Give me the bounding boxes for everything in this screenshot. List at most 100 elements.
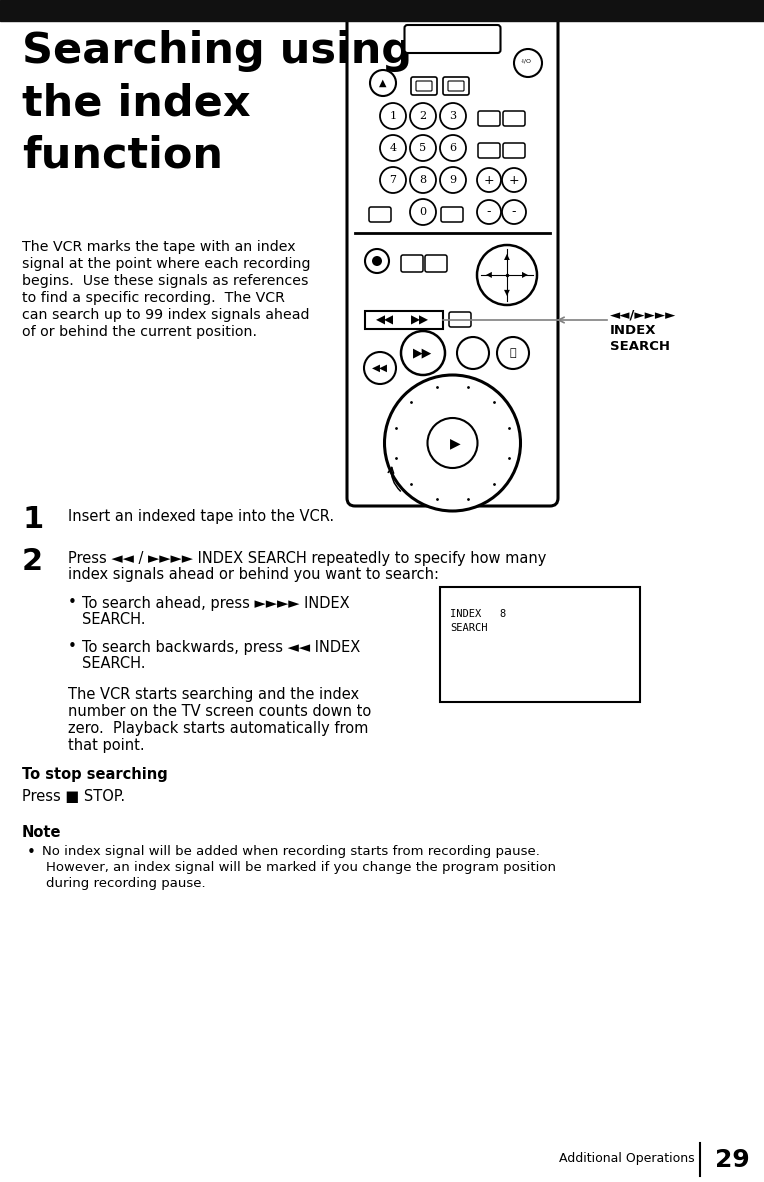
Text: 2: 2 <box>22 547 43 576</box>
Text: 3: 3 <box>449 111 457 121</box>
Circle shape <box>365 249 389 273</box>
Bar <box>365 311 443 329</box>
Text: of or behind the current position.: of or behind the current position. <box>22 325 257 339</box>
Text: However, an index signal will be marked if you change the program position: However, an index signal will be marked … <box>46 860 556 873</box>
Text: SEARCH: SEARCH <box>610 340 670 353</box>
Circle shape <box>380 103 406 129</box>
Text: ▶: ▶ <box>450 436 461 450</box>
Text: •: • <box>68 639 77 654</box>
Circle shape <box>410 135 436 161</box>
Text: Note: Note <box>22 825 61 840</box>
Circle shape <box>477 168 501 191</box>
Text: 5: 5 <box>419 143 426 152</box>
Text: •: • <box>27 845 36 860</box>
Circle shape <box>372 256 382 266</box>
Text: •: • <box>68 595 77 610</box>
FancyBboxPatch shape <box>478 143 500 158</box>
Text: ▲: ▲ <box>379 78 387 87</box>
Circle shape <box>401 331 445 375</box>
Bar <box>0 0 764 21</box>
Text: Additional Operations: Additional Operations <box>559 1152 695 1165</box>
Text: SEARCH.: SEARCH. <box>82 656 145 671</box>
FancyBboxPatch shape <box>401 255 423 272</box>
Text: 0: 0 <box>419 207 426 217</box>
Circle shape <box>440 167 466 193</box>
Text: 4: 4 <box>390 143 397 152</box>
Text: zero.  Playback starts automatically from: zero. Playback starts automatically from <box>68 721 368 736</box>
FancyBboxPatch shape <box>441 207 463 222</box>
Text: -: - <box>487 206 491 219</box>
FancyBboxPatch shape <box>503 143 525 158</box>
FancyBboxPatch shape <box>411 77 437 95</box>
Text: 1: 1 <box>390 111 397 121</box>
FancyBboxPatch shape <box>503 111 525 126</box>
FancyBboxPatch shape <box>404 25 500 53</box>
Circle shape <box>380 135 406 161</box>
Circle shape <box>364 352 396 384</box>
Text: 2: 2 <box>419 111 426 121</box>
Text: +: + <box>484 174 494 187</box>
Text: ▶: ▶ <box>522 271 528 279</box>
Text: 6: 6 <box>449 143 457 152</box>
Text: The VCR marks the tape with an index: The VCR marks the tape with an index <box>22 240 296 254</box>
Text: The VCR starts searching and the index: The VCR starts searching and the index <box>68 687 359 702</box>
Circle shape <box>514 48 542 77</box>
Text: To search ahead, press ►►►► INDEX: To search ahead, press ►►►► INDEX <box>82 596 350 611</box>
Text: 9: 9 <box>449 175 457 186</box>
Text: can search up to 99 index signals ahead: can search up to 99 index signals ahead <box>22 309 309 322</box>
Circle shape <box>457 337 489 369</box>
Text: ◀◀: ◀◀ <box>372 363 388 374</box>
Circle shape <box>440 103 466 129</box>
Bar <box>440 587 640 702</box>
Circle shape <box>497 337 529 369</box>
Text: Press ■ STOP.: Press ■ STOP. <box>22 790 125 804</box>
Text: ·I/O: ·I/O <box>520 58 532 64</box>
Circle shape <box>428 418 478 468</box>
Text: ▶▶: ▶▶ <box>411 313 429 326</box>
Circle shape <box>410 199 436 225</box>
Text: Searching using: Searching using <box>22 30 412 72</box>
Circle shape <box>477 245 537 305</box>
Text: ▶▶: ▶▶ <box>413 346 432 359</box>
Text: ◀◀: ◀◀ <box>376 313 394 326</box>
Text: SEARCH.: SEARCH. <box>82 612 145 626</box>
Text: 7: 7 <box>390 175 397 186</box>
Circle shape <box>370 70 396 96</box>
Text: ◄◄/►►►►: ◄◄/►►►► <box>610 309 676 322</box>
Circle shape <box>410 167 436 193</box>
Text: 29: 29 <box>714 1148 749 1173</box>
Text: ▲: ▲ <box>504 253 510 261</box>
Text: Insert an indexed tape into the VCR.: Insert an indexed tape into the VCR. <box>68 509 334 524</box>
Text: SEARCH: SEARCH <box>450 623 487 634</box>
Text: index signals ahead or behind you want to search:: index signals ahead or behind you want t… <box>68 567 439 582</box>
Circle shape <box>502 200 526 225</box>
Text: that point.: that point. <box>68 738 144 753</box>
Text: To search backwards, press ◄◄ INDEX: To search backwards, press ◄◄ INDEX <box>82 639 361 655</box>
Text: to find a specific recording.  The VCR: to find a specific recording. The VCR <box>22 291 285 305</box>
Circle shape <box>502 168 526 191</box>
Circle shape <box>384 375 520 511</box>
Text: ⏸: ⏸ <box>510 348 516 358</box>
Circle shape <box>410 103 436 129</box>
Text: the index: the index <box>22 82 251 124</box>
FancyBboxPatch shape <box>443 77 469 95</box>
Text: signal at the point where each recording: signal at the point where each recording <box>22 256 310 271</box>
FancyBboxPatch shape <box>478 111 500 126</box>
Circle shape <box>440 135 466 161</box>
Text: during recording pause.: during recording pause. <box>46 877 206 890</box>
FancyBboxPatch shape <box>448 82 464 91</box>
Text: function: function <box>22 134 223 176</box>
Text: 8: 8 <box>419 175 426 186</box>
Circle shape <box>477 200 501 225</box>
Text: To stop searching: To stop searching <box>22 767 168 782</box>
FancyBboxPatch shape <box>449 312 471 327</box>
Text: Press ◄◄ / ►►►► INDEX SEARCH repeatedly to specify how many: Press ◄◄ / ►►►► INDEX SEARCH repeatedly … <box>68 551 546 566</box>
Text: ◀: ◀ <box>486 271 492 279</box>
FancyBboxPatch shape <box>347 9 558 506</box>
FancyBboxPatch shape <box>369 207 391 222</box>
Text: 1: 1 <box>22 505 44 534</box>
Text: +: + <box>509 174 520 187</box>
Text: begins.  Use these signals as references: begins. Use these signals as references <box>22 274 309 288</box>
Circle shape <box>380 167 406 193</box>
FancyBboxPatch shape <box>425 255 447 272</box>
